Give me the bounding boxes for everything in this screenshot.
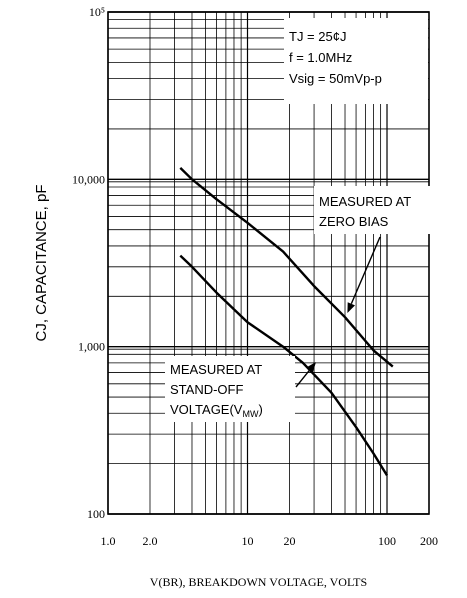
x-tick-label: 1.0	[101, 534, 116, 548]
annotation-arrow-standoff	[295, 369, 311, 388]
x-tick-label: 100	[378, 534, 396, 548]
annotations: TJ = 25¢J f = 1.0MHz Vsig = 50mVp-p MEASURE…	[165, 18, 444, 422]
annotation-text: VOLTAGE(VMW)	[170, 402, 263, 419]
x-tick-labels: 1.0 2.0 10 20 100 200	[101, 534, 439, 548]
annotation-text: ZERO BIAS	[319, 214, 389, 229]
plot-frame	[107, 11, 430, 515]
data-series	[179, 167, 394, 477]
annotation-text: MEASURED AT	[170, 362, 262, 377]
annotation-text-part: VOLTAGE(V	[170, 402, 243, 417]
y-tick-label: 10⁵	[89, 5, 105, 19]
x-tick-label: 200	[420, 534, 438, 548]
y-axis-label: CJ, CAPACITANCE, pF	[33, 185, 50, 342]
y-tick-label: 1,000	[78, 340, 105, 354]
annotation-arrowhead-standoff	[306, 362, 316, 373]
annotation-arrow-zero-bias	[350, 236, 381, 305]
annotation-box-standoff	[165, 356, 295, 422]
y-tick-label: 100	[87, 507, 105, 521]
annotation-box-zero-bias	[314, 186, 444, 234]
x-tick-label: 2.0	[142, 534, 157, 548]
condition-text: f = 1.0MHz	[289, 50, 352, 65]
condition-text: Vsig = 50mVp-p	[289, 71, 382, 86]
x-axis-label: V(BR), BREAKDOWN VOLTAGE, VOLTS	[150, 575, 367, 589]
series-line-zero-bias	[179, 167, 394, 368]
annotation-arrowhead-zero-bias	[347, 302, 355, 313]
annotation-subscript: MW	[242, 409, 258, 419]
conditions-box	[284, 18, 428, 104]
y-tick-label: 10,000	[72, 172, 105, 186]
condition-text: TJ = 25¢J	[289, 29, 346, 44]
x-tick-label: 10	[242, 534, 254, 548]
annotation-text: STAND-OFF	[170, 382, 243, 397]
series-line-standoff	[179, 254, 389, 477]
x-tick-label: 20	[283, 534, 295, 548]
annotation-text-part: )	[258, 402, 262, 417]
y-tick-labels: 100 1,000 10,000 10⁵	[72, 5, 105, 521]
annotation-text: MEASURED AT	[319, 194, 411, 209]
